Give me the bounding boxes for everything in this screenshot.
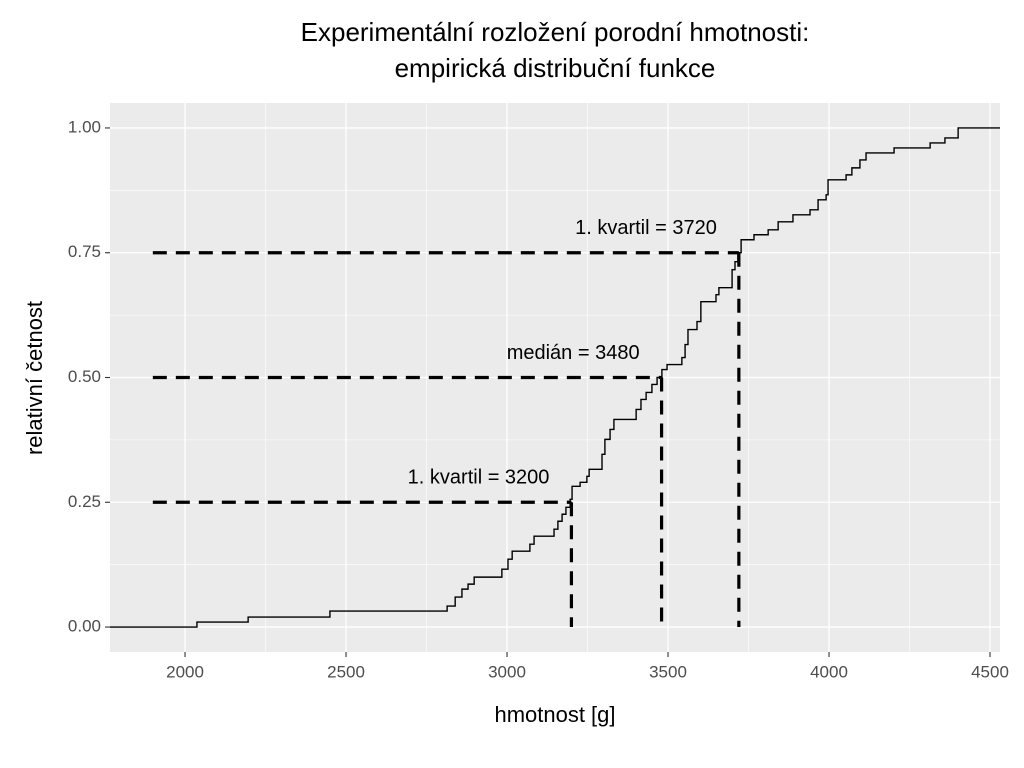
x-tick-label: 3500 bbox=[649, 662, 687, 681]
y-tick-label: 0.25 bbox=[68, 492, 101, 511]
reference-label: 1. kvartil = 3720 bbox=[575, 217, 717, 239]
reference-label: 1. kvartil = 3200 bbox=[408, 467, 550, 489]
x-tick-label: 4000 bbox=[810, 662, 848, 681]
y-tick-label: 1.00 bbox=[68, 117, 101, 136]
chart-title: empirická distribuční funkce bbox=[395, 53, 716, 83]
y-axis-title: relativní četnost bbox=[22, 301, 47, 455]
x-tick-label: 2000 bbox=[166, 662, 204, 681]
x-tick-label: 3000 bbox=[488, 662, 526, 681]
y-tick-label: 0.75 bbox=[68, 242, 101, 261]
x-axis-title: hmotnost [g] bbox=[494, 702, 615, 727]
chart-title: Experimentální rozložení porodní hmotnos… bbox=[301, 17, 810, 47]
ecdf-line bbox=[110, 127, 1000, 628]
x-tick-label: 2500 bbox=[327, 662, 365, 681]
x-tick-label: 4500 bbox=[971, 662, 1009, 681]
y-tick-label: 0.50 bbox=[68, 367, 101, 386]
y-tick-label: 0.00 bbox=[68, 617, 101, 636]
reference-label: medián = 3480 bbox=[507, 342, 640, 364]
